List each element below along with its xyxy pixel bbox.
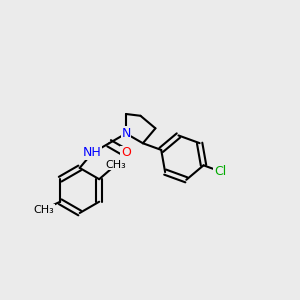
Text: NH: NH — [83, 146, 102, 160]
Text: CH₃: CH₃ — [105, 160, 126, 170]
Text: Cl: Cl — [214, 165, 226, 178]
Text: N: N — [121, 127, 131, 140]
Text: CH₃: CH₃ — [33, 205, 54, 214]
Text: O: O — [121, 146, 131, 160]
